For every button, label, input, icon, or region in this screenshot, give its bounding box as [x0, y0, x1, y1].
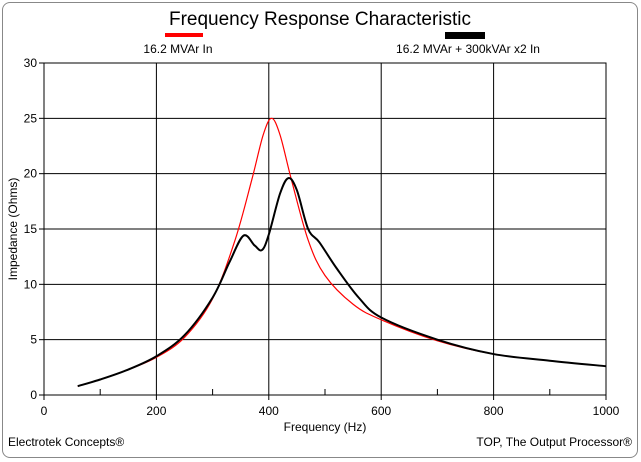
legend-label-2: 16.2 MVAr + 300kVAr x2 In — [396, 42, 540, 56]
series-line-2 — [77, 177, 607, 388]
y-tick-label: 20 — [24, 167, 38, 181]
x-tick-label: 1000 — [593, 404, 620, 418]
x-tick-label: 400 — [259, 404, 279, 418]
y-tick-label: 15 — [24, 222, 38, 236]
y-tick-label: 0 — [30, 388, 37, 402]
legend-swatch-red — [165, 33, 203, 37]
chart-title: Frequency Response Characteristic — [169, 9, 471, 30]
footer-left: Electrotek Concepts® — [8, 435, 124, 449]
series-line-1 — [77, 117, 607, 387]
x-tick-label: 800 — [484, 404, 504, 418]
y-tick-label: 5 — [30, 333, 37, 347]
y-tick-label: 30 — [24, 56, 38, 70]
x-tick-label: 200 — [146, 404, 166, 418]
x-tick-label: 0 — [41, 404, 48, 418]
legend-label-1: 16.2 MVAr In — [143, 42, 212, 56]
y-tick-label: 10 — [24, 277, 38, 291]
y-tick-label: 25 — [24, 111, 38, 125]
footer-right: TOP, The Output Processor® — [476, 435, 632, 449]
y-axis-label: Impedance (Ohms) — [6, 178, 20, 281]
chart-frame — [2, 2, 638, 458]
legend-swatch-black — [445, 32, 485, 39]
x-axis-label: Frequency (Hz) — [284, 420, 367, 434]
x-tick-label: 600 — [371, 404, 391, 418]
